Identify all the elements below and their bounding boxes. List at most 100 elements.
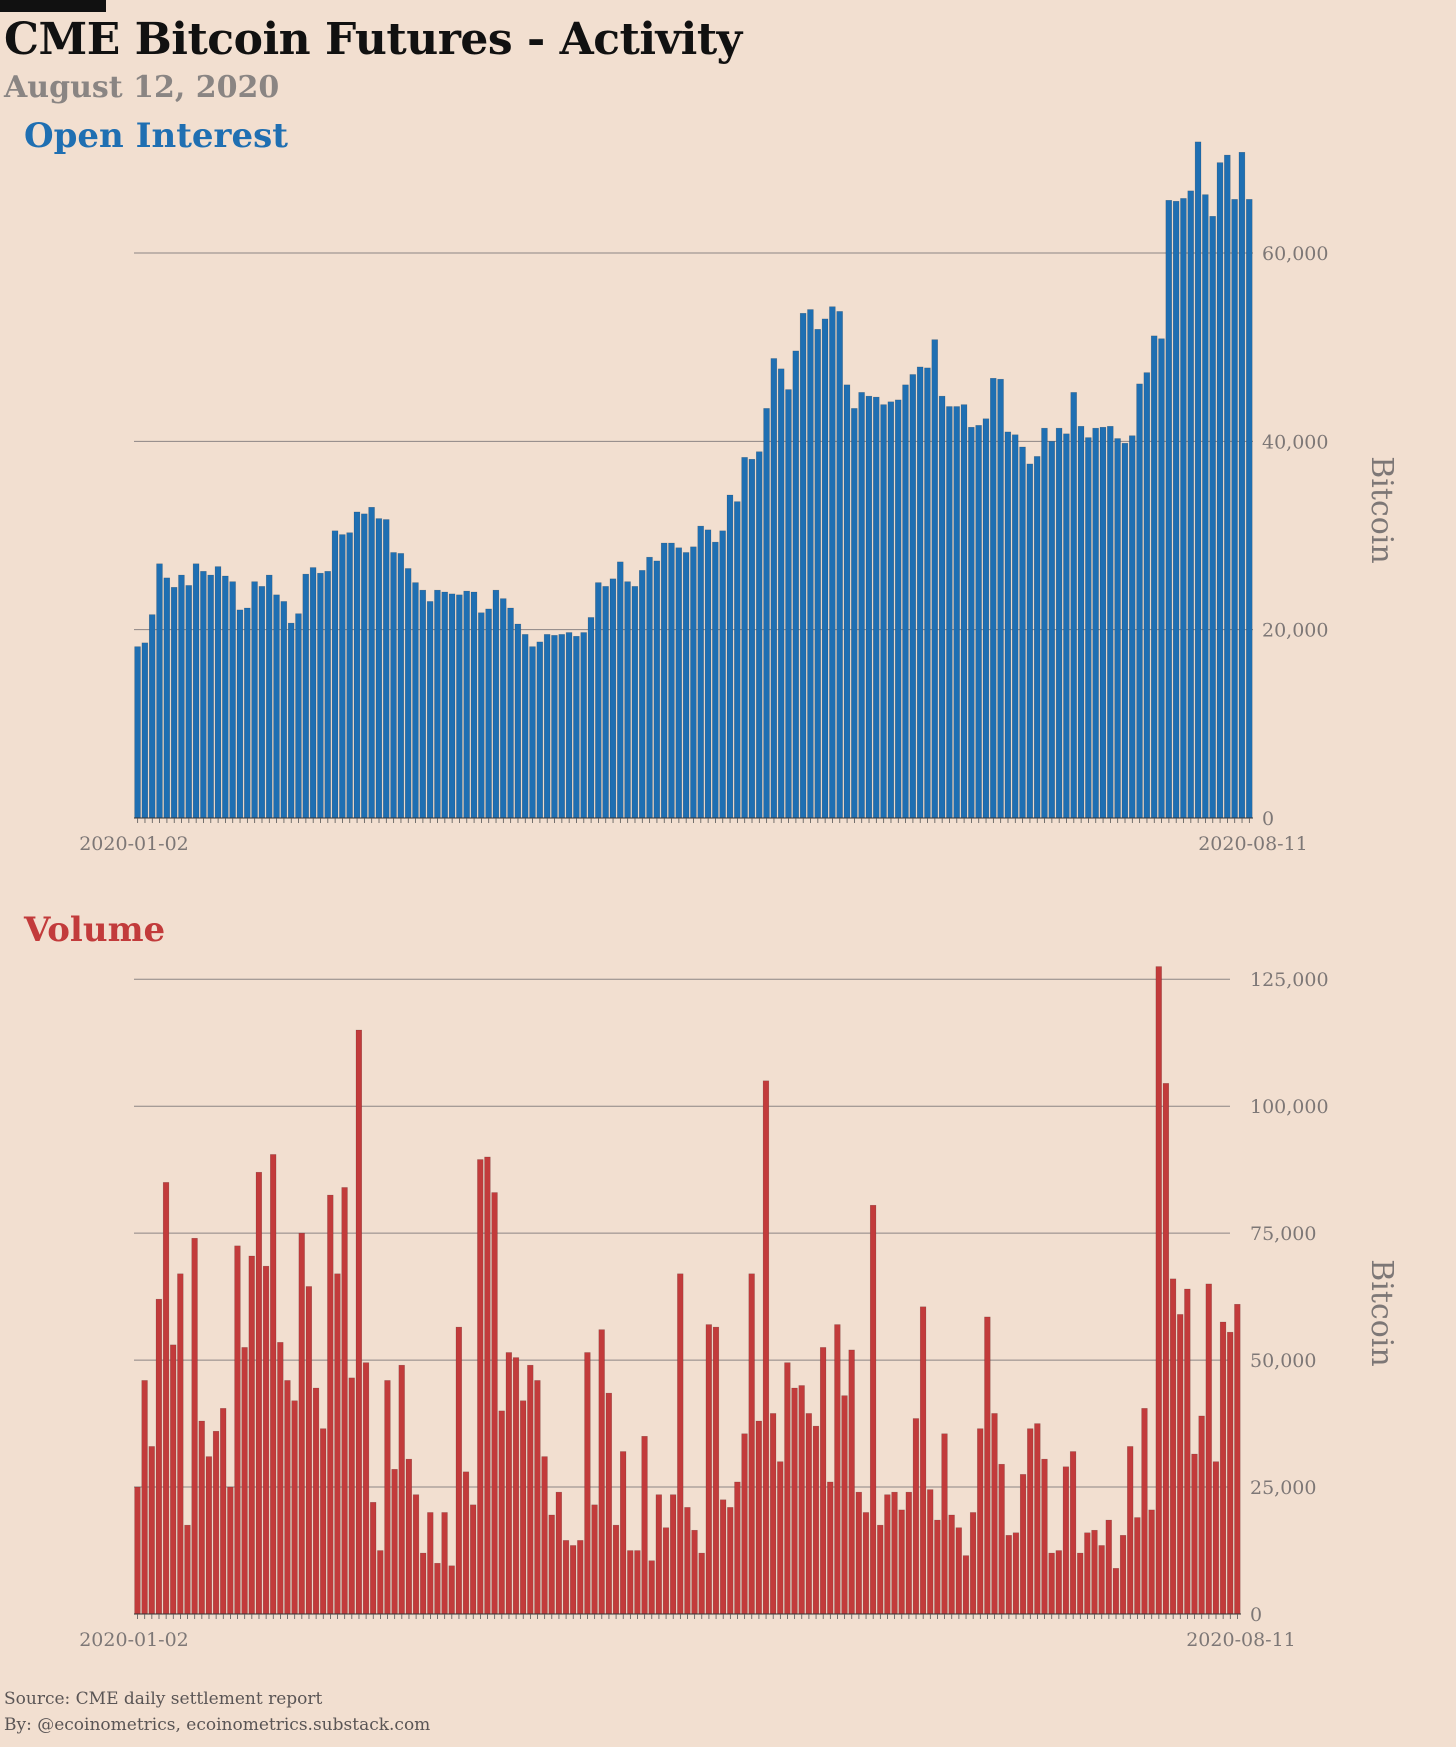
bar xyxy=(555,1491,562,1615)
bar xyxy=(192,563,200,819)
bar xyxy=(1143,372,1151,819)
bar xyxy=(565,632,573,819)
bar xyxy=(1098,1545,1105,1615)
bar xyxy=(631,586,639,819)
x-tick-label-end: 2020-08-11 xyxy=(1198,833,1308,855)
bar xyxy=(1092,427,1099,819)
bar xyxy=(558,634,565,819)
bar xyxy=(792,350,799,819)
bar xyxy=(390,552,397,819)
bar xyxy=(191,1237,198,1615)
bar xyxy=(1069,1451,1077,1615)
bar xyxy=(1169,1278,1177,1615)
bar xyxy=(1180,198,1187,819)
bar xyxy=(548,1514,555,1615)
bar xyxy=(441,591,448,819)
bar xyxy=(655,1494,662,1615)
bar xyxy=(305,1286,312,1615)
bar xyxy=(1231,199,1238,819)
bar xyxy=(821,318,829,819)
bar xyxy=(638,570,646,819)
bar xyxy=(898,1509,905,1615)
bar xyxy=(969,1512,977,1615)
bar xyxy=(1136,383,1143,819)
bar xyxy=(265,574,273,819)
open-interest-title: Open Interest xyxy=(24,116,288,156)
bar xyxy=(669,1494,677,1615)
bar xyxy=(514,623,522,819)
bar xyxy=(287,622,295,819)
bar xyxy=(262,1265,270,1615)
bar xyxy=(155,1298,163,1615)
bar xyxy=(755,1420,762,1615)
bar xyxy=(1105,1519,1112,1615)
bar xyxy=(982,418,990,819)
bar xyxy=(829,306,836,819)
bar xyxy=(434,589,441,819)
bar xyxy=(462,1471,470,1615)
bar xyxy=(419,589,426,819)
bar xyxy=(324,571,331,819)
bar xyxy=(205,1456,213,1615)
bar xyxy=(1011,434,1019,819)
bar xyxy=(1129,435,1136,819)
bar xyxy=(1055,427,1063,819)
bar xyxy=(1085,437,1092,819)
bar xyxy=(377,1550,384,1615)
bar xyxy=(448,1565,455,1615)
bar xyxy=(177,1273,184,1615)
bar xyxy=(470,591,478,819)
bar xyxy=(148,614,156,819)
bar xyxy=(570,1545,577,1615)
bar xyxy=(902,384,909,819)
bar xyxy=(178,574,185,819)
y-tick-label: 100,000 xyxy=(1250,1096,1329,1118)
bar xyxy=(507,607,514,819)
bar xyxy=(756,451,763,819)
bar xyxy=(536,641,544,819)
bar xyxy=(927,1489,934,1615)
bar xyxy=(484,1156,491,1615)
y-tick-label: 0 xyxy=(1262,808,1274,830)
bar xyxy=(851,408,858,819)
bar xyxy=(698,1552,705,1615)
bar xyxy=(521,634,529,819)
bar xyxy=(869,1204,877,1615)
bar xyxy=(505,1352,512,1615)
bar xyxy=(207,574,214,819)
bar xyxy=(412,1494,420,1615)
bar xyxy=(334,1273,341,1615)
bar xyxy=(691,1529,698,1615)
bar xyxy=(317,572,324,819)
bar xyxy=(916,366,924,819)
bar xyxy=(798,1385,805,1615)
x-tick-label-start: 2020-01-02 xyxy=(79,833,189,855)
bar xyxy=(865,395,873,819)
bar xyxy=(391,1469,398,1615)
bar xyxy=(1055,1550,1062,1615)
bar xyxy=(302,573,309,819)
y-tick-label: 40,000 xyxy=(1262,431,1328,453)
bar xyxy=(527,1364,534,1615)
bar xyxy=(1062,1466,1070,1615)
bar xyxy=(1121,442,1129,819)
bar xyxy=(1091,1529,1098,1615)
bar xyxy=(1150,335,1158,819)
bar xyxy=(1198,1415,1205,1615)
bar xyxy=(617,561,624,819)
bar xyxy=(624,581,631,819)
bar xyxy=(198,1420,205,1615)
bar xyxy=(1019,1474,1027,1615)
bar xyxy=(184,1524,191,1615)
bar xyxy=(512,1357,520,1615)
bar xyxy=(819,1347,827,1615)
bar xyxy=(998,1463,1005,1615)
bar xyxy=(677,1273,684,1615)
bar xyxy=(270,1154,277,1615)
bar xyxy=(712,1326,720,1615)
bar xyxy=(612,1524,620,1615)
bar xyxy=(662,1527,670,1615)
bar xyxy=(894,399,902,819)
bar xyxy=(170,587,178,819)
bar xyxy=(441,1512,448,1615)
